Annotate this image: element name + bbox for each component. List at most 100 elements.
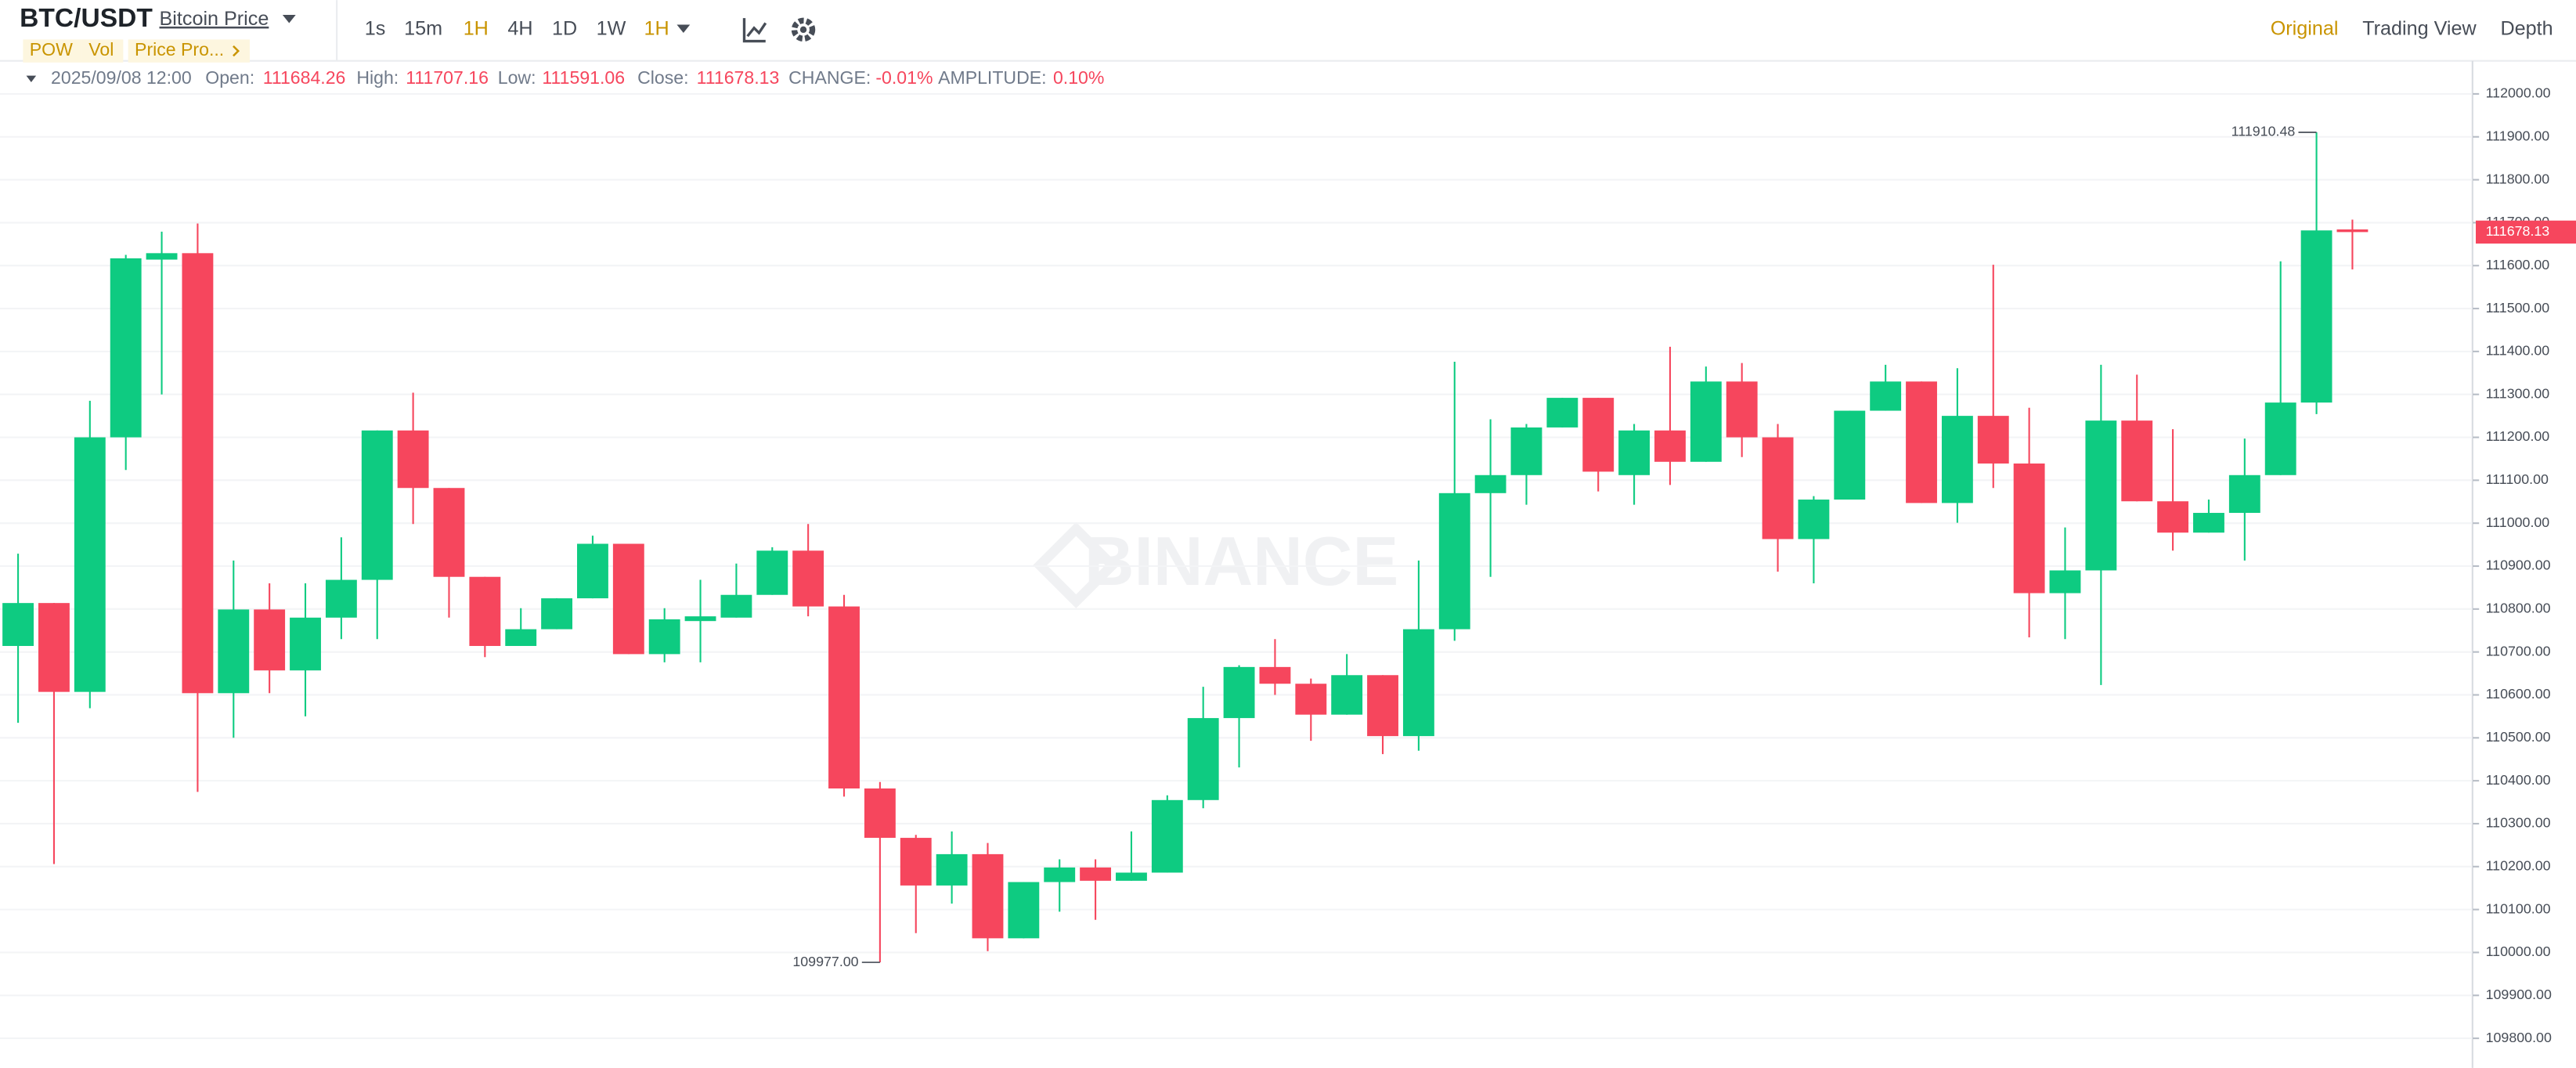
y-tick-label: 110900.00 <box>2486 557 2551 573</box>
candle-body <box>900 838 932 886</box>
candle-body <box>2157 501 2189 533</box>
interval[interactable]: 1H <box>464 18 489 40</box>
collapse-icon[interactable] <box>26 75 37 82</box>
candle-body <box>1906 381 1937 503</box>
candle-body <box>612 543 644 655</box>
candle-body <box>290 617 321 671</box>
indicator[interactable]: Price Pro... <box>135 39 224 60</box>
candle-body <box>720 594 752 618</box>
interval[interactable]: 1D <box>552 18 577 40</box>
candle-body <box>1295 684 1327 715</box>
annotation: 109977.00 <box>792 954 858 969</box>
candle-body <box>2228 474 2260 514</box>
candle-body <box>936 853 968 886</box>
candle-body <box>1367 675 1398 737</box>
candle-body <box>1941 416 1973 503</box>
y-tick-label: 111900.00 <box>2486 128 2550 143</box>
chevron[interactable] <box>233 45 240 57</box>
y-tick-label: 110000.00 <box>2486 944 2551 959</box>
interval[interactable]: 1W <box>597 18 626 40</box>
y-tick-label: 110700.00 <box>2486 643 2551 658</box>
y-tick-label: 111400.00 <box>2486 343 2550 359</box>
symbol-name[interactable]: Bitcoin Price <box>160 8 269 30</box>
y-tick-label: 111500.00 <box>2486 300 2550 316</box>
y-tick-label: 109800.00 <box>2486 1030 2552 1045</box>
candle-body <box>38 603 70 692</box>
candle-body <box>1510 427 1542 475</box>
candle-body <box>1870 381 1902 411</box>
candle-body <box>1402 629 1434 737</box>
interval[interactable]: 1s <box>365 18 386 40</box>
candle-body <box>2085 420 2117 571</box>
candle-body <box>864 788 896 839</box>
y-tick-label: 112000.00 <box>2486 85 2551 101</box>
candle-body <box>1834 410 1866 500</box>
candle-body <box>756 550 788 595</box>
legend-label: CHANGE: <box>788 67 871 88</box>
legend-value: 111591.06 <box>542 67 625 88</box>
view-tab[interactable]: Trading View <box>2362 18 2477 40</box>
interval[interactable]: 15m <box>404 18 442 40</box>
indicator-tag[interactable] <box>23 39 82 63</box>
settings-icon[interactable] <box>791 17 816 42</box>
legend-value: 111707.16 <box>406 67 489 88</box>
dropdown-icon[interactable] <box>282 14 296 23</box>
candle-body <box>541 598 573 630</box>
y-tick-label: 110600.00 <box>2486 686 2551 702</box>
y-tick-label: 110500.00 <box>2486 729 2551 745</box>
indicator-tag[interactable] <box>81 39 124 63</box>
y-tick-label: 110300.00 <box>2486 815 2551 831</box>
candle-body <box>2 603 34 646</box>
y-tick-label: 111100.00 <box>2486 471 2549 487</box>
views: Original Trading View Depth <box>2271 18 2553 40</box>
candle-body <box>2300 230 2332 403</box>
candle-body <box>1726 381 1758 438</box>
candle-body <box>2264 402 2296 475</box>
grid: 109800.00 109900.00 110000.00 110100.00 1102… <box>0 85 2552 1045</box>
candle-body <box>1044 867 1076 882</box>
candle-body <box>1798 500 1830 539</box>
candle-body <box>1438 493 1470 630</box>
legend-value: 111678.13 <box>697 67 780 88</box>
candle-body <box>505 629 537 646</box>
dropdown-icon[interactable] <box>676 24 691 34</box>
candle-body <box>2336 229 2369 233</box>
candle-body <box>1618 430 1651 475</box>
y-tick-label: 110200.00 <box>2486 857 2551 873</box>
candle-body <box>1654 430 1686 462</box>
candle-body <box>972 853 1004 939</box>
interval-dropdown[interactable]: 1H <box>644 18 669 40</box>
candle-body <box>1762 437 1794 539</box>
y-tick-label: 111600.00 <box>2486 257 2550 272</box>
candle-body <box>1080 867 1112 881</box>
candle-body <box>1151 799 1183 873</box>
indicator-icon[interactable] <box>742 18 767 43</box>
indicator[interactable]: Vol <box>88 39 114 60</box>
y-tick-label: 110100.00 <box>2486 900 2551 916</box>
candle-body <box>361 430 393 580</box>
candle-body <box>325 579 357 618</box>
candle-body <box>1116 872 1147 881</box>
legend-label: AMPLITUDE: <box>938 67 1047 88</box>
candle-body <box>110 258 142 438</box>
y-tick-label: 111300.00 <box>2486 385 2550 401</box>
candle-body <box>2193 513 2224 533</box>
indicator[interactable]: POW <box>30 39 73 60</box>
candle-body <box>1008 882 1040 939</box>
y-tick-label: 111000.00 <box>2486 514 2550 530</box>
candle-body <box>1187 718 1219 800</box>
watermark: BINANCE <box>1084 522 1398 600</box>
indicator-tag[interactable] <box>128 39 250 63</box>
indicators: POW Vol Price Pro... <box>23 39 250 63</box>
candle-body <box>1582 398 1615 472</box>
legend-label: Open: <box>205 67 254 88</box>
view-tab[interactable]: Depth <box>2500 18 2553 40</box>
view-tab[interactable]: Original <box>2271 18 2339 40</box>
interval[interactable]: 4H <box>507 18 532 40</box>
y-tick-label: 111200.00 <box>2486 428 2550 444</box>
candle-body <box>684 616 716 622</box>
candle-body <box>1223 666 1255 719</box>
legend-time: 2025/09/08 12:00 <box>51 67 192 88</box>
